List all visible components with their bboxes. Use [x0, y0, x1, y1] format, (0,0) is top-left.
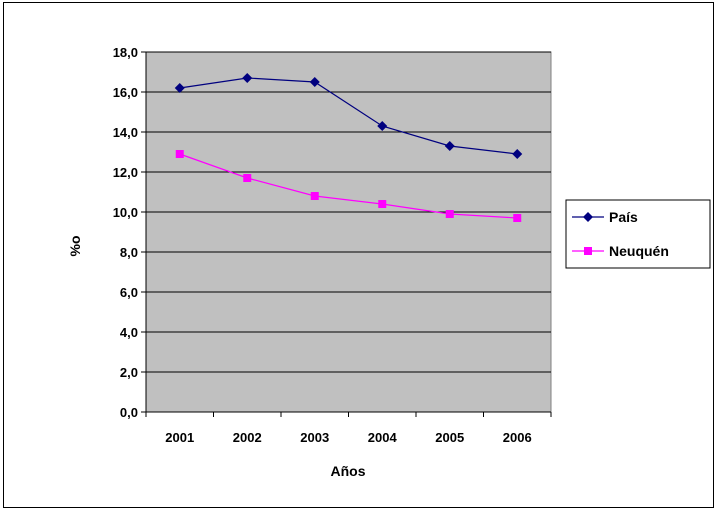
data-point [513, 214, 522, 222]
x-tick-label: 2003 [300, 430, 329, 445]
y-tick-label: 0,0 [120, 405, 138, 420]
data-point [377, 121, 388, 131]
y-tick-label: 12,0 [113, 165, 138, 180]
x-tick-label: 2002 [233, 430, 262, 445]
legend-item-1: País [572, 209, 638, 225]
y-tick-label: 14,0 [113, 125, 138, 140]
series-line [179, 77, 518, 155]
data-point [175, 150, 184, 158]
grid-lines [146, 51, 551, 373]
legend-label: Neuquén [609, 243, 669, 259]
y-tick-label: 2,0 [120, 365, 138, 380]
x-tick-label: 2001 [165, 430, 194, 445]
data-point [309, 77, 320, 87]
legend-marker [583, 212, 593, 222]
plot-area [145, 51, 552, 413]
data-point [174, 83, 185, 93]
data-point [378, 200, 387, 208]
y-tick-label: 6,0 [120, 285, 138, 300]
legend-label: País [609, 209, 638, 225]
data-point [512, 149, 523, 159]
y-tick-label: 16,0 [113, 85, 138, 100]
y-tick-label: 10,0 [113, 205, 138, 220]
data-point [243, 174, 252, 182]
x-axis-title: Años [331, 463, 366, 479]
data-point [445, 210, 454, 218]
data-point [444, 141, 455, 151]
x-tick-label: 2005 [435, 430, 464, 445]
x-tick-label: 2006 [503, 430, 532, 445]
legend: País Neuquén [565, 199, 711, 269]
series-line [179, 153, 518, 219]
series-2 [175, 150, 522, 222]
legend-item-2: Neuquén [572, 243, 669, 259]
y-axis: 0,0 2,0 4,0 6,0 8,0 10,0 12,0 14,0 16,0 18,0 [113, 45, 147, 420]
legend-box [565, 199, 711, 269]
y-tick-label: 18,0 [113, 45, 138, 60]
y-tick-label: 4,0 [120, 325, 138, 340]
data-point [310, 192, 319, 200]
data-point [242, 73, 253, 83]
y-tick-label: 8,0 [120, 245, 138, 260]
x-tick-label: 2004 [368, 430, 398, 445]
y-axis-title: %o [67, 236, 83, 257]
x-axis: 2001 2002 2003 2004 2005 2006 [145, 411, 552, 445]
series-layer [174, 73, 523, 222]
series-1 [174, 73, 523, 159]
legend-marker [584, 247, 592, 255]
